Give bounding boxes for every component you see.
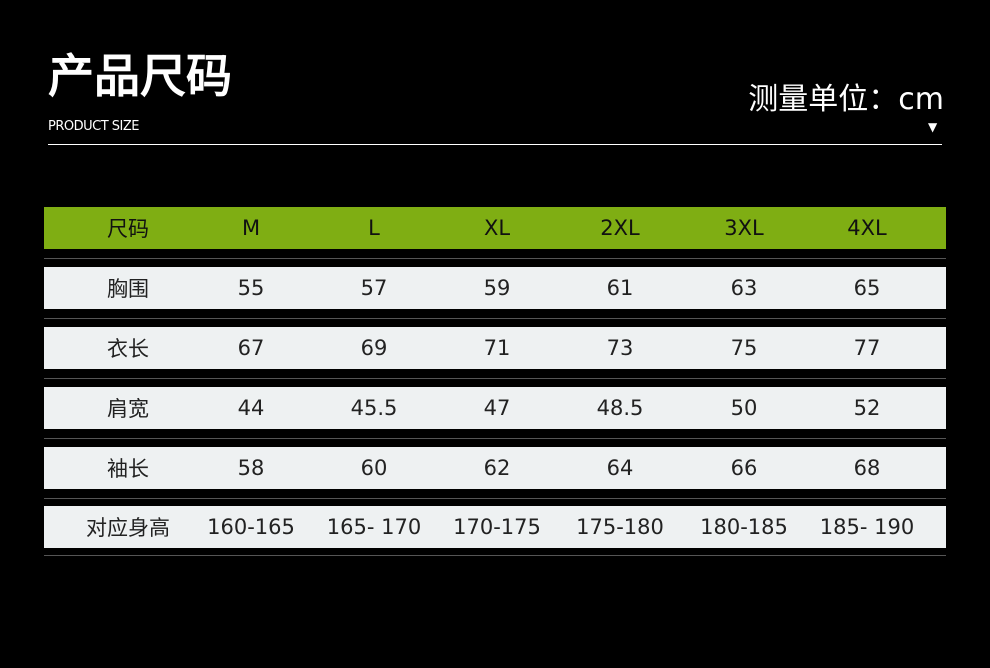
table-cell: XL xyxy=(483,216,511,240)
table-cell: M xyxy=(241,216,261,240)
table-cell: 胸围 xyxy=(107,277,149,301)
table-cell: 77 xyxy=(853,336,881,360)
table-cell: 185- 190 xyxy=(819,515,915,539)
row-divider xyxy=(44,555,946,556)
table-cell: 47 xyxy=(483,396,511,420)
table-row: 肩宽 44 45.5 47 48.5 50 52 xyxy=(44,387,946,429)
table-cell: 73 xyxy=(606,336,634,360)
table-cell: 64 xyxy=(606,456,634,480)
table-cell: 58 xyxy=(237,456,265,480)
table-cell: 65 xyxy=(853,276,881,300)
table-cell: 75 xyxy=(730,336,758,360)
table-cell: 60 xyxy=(360,456,388,480)
table-cell: 63 xyxy=(730,276,758,300)
table-cell: 67 xyxy=(237,336,265,360)
table-cell: 50 xyxy=(730,396,758,420)
table-cell: L xyxy=(368,216,380,240)
table-cell: 66 xyxy=(730,456,758,480)
table-cell: 48.5 xyxy=(596,396,644,420)
table-cell: 57 xyxy=(360,276,388,300)
divider xyxy=(48,144,942,145)
page-subtitle: PRODUCT SIZE xyxy=(48,119,140,134)
row-divider xyxy=(44,438,946,439)
table-cell: 61 xyxy=(606,276,634,300)
table-cell: 2XL xyxy=(600,216,640,240)
table-cell: 衣长 xyxy=(107,337,149,361)
table-cell: 尺码 xyxy=(107,217,149,241)
table-cell: 55 xyxy=(237,276,265,300)
table-header: 尺码 M L XL 2XL 3XL 4XL xyxy=(44,207,946,249)
table-cell: 4XL xyxy=(847,216,887,240)
table-cell: 袖长 xyxy=(107,457,149,481)
row-divider xyxy=(44,258,946,259)
page-title: 产品尺码 xyxy=(48,49,232,103)
triangle-down-icon: ▼ xyxy=(928,120,938,134)
table-cell: 68 xyxy=(853,456,881,480)
row-divider xyxy=(44,378,946,379)
table-cell: 69 xyxy=(360,336,388,360)
table-cell: 71 xyxy=(483,336,511,360)
table-cell: 52 xyxy=(853,396,881,420)
table-cell: 肩宽 xyxy=(107,397,149,421)
unit-label: 测量单位：cm xyxy=(748,82,944,117)
table-cell: 180-185 xyxy=(700,515,788,539)
table-cell: 44 xyxy=(237,396,265,420)
table-cell: 59 xyxy=(483,276,511,300)
table-row: 对应身高 160-165 165- 170 170-175 175-180 180-185… xyxy=(44,506,946,548)
table-cell: 对应身高 xyxy=(86,516,170,540)
table-cell: 62 xyxy=(483,456,511,480)
table-cell: 3XL xyxy=(724,216,764,240)
table-cell: 170-175 xyxy=(453,515,541,539)
table-row: 衣长 67 69 71 73 75 77 xyxy=(44,327,946,369)
row-divider xyxy=(44,318,946,319)
table-cell: 45.5 xyxy=(350,396,398,420)
row-divider xyxy=(44,498,946,499)
table-row: 胸围 55 57 59 61 63 65 xyxy=(44,267,946,309)
table-cell: 160-165 xyxy=(207,515,295,539)
table-row: 袖长 58 60 62 64 66 68 xyxy=(44,447,946,489)
table-cell: 175-180 xyxy=(576,515,664,539)
table-cell: 165- 170 xyxy=(326,515,422,539)
